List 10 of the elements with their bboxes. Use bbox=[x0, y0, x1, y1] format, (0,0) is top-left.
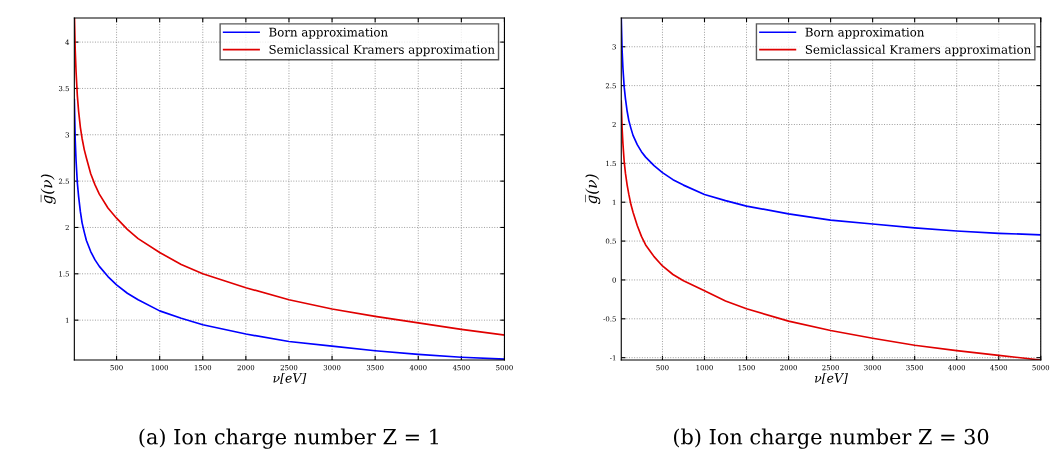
x-axis-title: ν[eV] bbox=[273, 372, 307, 385]
text: (b) Ion charge number Z = 30 bbox=[674, 428, 989, 449]
y-axis-title: g̅(ν) bbox=[585, 174, 601, 204]
text: (a) Ion charge number Z = 1 bbox=[139, 428, 438, 449]
legend-label: Born approximation bbox=[805, 27, 925, 39]
y-axis-title: g̅(ν) bbox=[40, 174, 56, 204]
x-axis-title: ν[eV] bbox=[815, 372, 848, 385]
legend-label: Semiclassical Kramers approximation bbox=[805, 44, 1031, 57]
legend-label: Born approximation bbox=[269, 27, 388, 39]
legend-label: Semiclassical Kramers approximation bbox=[269, 44, 495, 57]
